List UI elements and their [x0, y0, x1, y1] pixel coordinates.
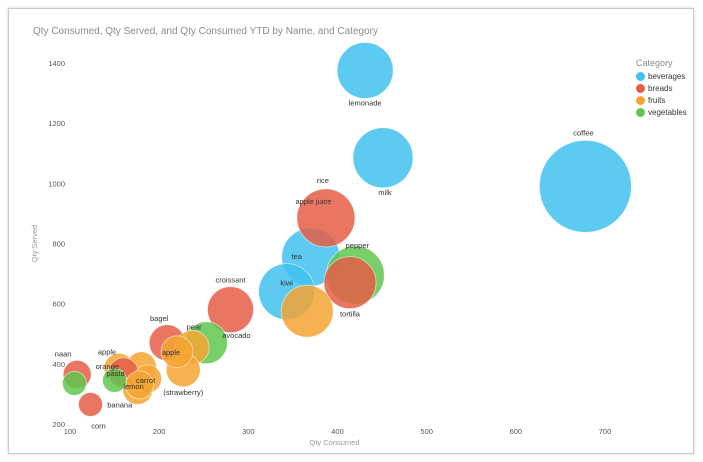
x-tick-label: 400 [331, 427, 344, 436]
data-label: pasta [106, 369, 125, 378]
data-label: croissant [215, 276, 246, 285]
data-label: lemonade [349, 99, 382, 108]
x-axis-title: Qty Consumed [309, 438, 359, 447]
x-tick-label: 200 [153, 427, 166, 436]
legend-label: fruits [648, 95, 666, 105]
data-label: apple juice [296, 197, 332, 206]
legend: Category beverages breads fruits vegetables [636, 58, 696, 118]
legend-swatch [636, 107, 645, 117]
x-tick-label: 600 [510, 427, 523, 436]
bubble-breads [207, 286, 254, 334]
y-axis-title: Qty Served [30, 225, 39, 263]
data-label: lemon [123, 382, 143, 391]
legend-item: fruits [636, 94, 696, 106]
x-tick-label: 100 [64, 427, 77, 436]
bubble-beverages [352, 127, 414, 189]
data-label: pear [187, 322, 203, 331]
bubble-breads [323, 256, 377, 310]
legend-label: breads [648, 83, 673, 93]
bubble-breads [78, 392, 103, 417]
data-label: orange [96, 362, 119, 371]
data-label: tea [292, 252, 303, 261]
bubbles [62, 42, 632, 417]
x-tick-label: 700 [599, 427, 612, 436]
data-label: tortilla [340, 310, 361, 319]
data-label: corn [91, 421, 106, 430]
y-tick-label: 1000 [48, 179, 65, 188]
data-label: bagel [150, 314, 169, 323]
y-tick-label: 1400 [48, 59, 65, 68]
data-label: rice [317, 176, 329, 185]
data-label: pepper [346, 241, 370, 250]
data-label: (strawberry) [163, 388, 204, 397]
data-label: coffee [573, 128, 593, 137]
legend-item: breads [636, 82, 696, 94]
bubble-beverages [538, 139, 632, 233]
data-label: milk [378, 188, 392, 197]
y-tick-label: 200 [52, 420, 65, 429]
x-tick-label: 500 [420, 427, 433, 436]
bubble-vegetables [62, 370, 87, 396]
y-tick-label: 1200 [48, 119, 65, 128]
legend-swatch [636, 83, 645, 93]
data-label: apple [162, 348, 180, 357]
legend-label: beverages [648, 71, 686, 81]
chart-title: Qty Consumed, Qty Served, and Qty Consum… [33, 26, 378, 37]
legend-title: Category [636, 58, 673, 68]
bubble-fruits [280, 284, 334, 338]
legend-item: beverages [636, 70, 696, 82]
data-label: kiwi [280, 279, 293, 288]
legend-swatch [636, 71, 645, 81]
legend-swatch [636, 95, 645, 105]
bubble-vegetables [102, 367, 127, 393]
y-tick-label: 400 [52, 360, 65, 369]
bubble-breads [296, 188, 356, 248]
y-tick-label: 600 [52, 300, 65, 309]
data-labels: coffee lemonade milk tea kiwi rice apple juice… [55, 99, 594, 431]
legend-item: vegetables [636, 106, 696, 118]
data-label: apple [98, 347, 116, 356]
legend-items: beverages breads fruits vegetables [636, 70, 696, 118]
data-label: carrot [136, 376, 156, 385]
bubble-beverages [336, 42, 394, 99]
legend-label: vegetables [648, 107, 687, 117]
bubble-fruits [160, 335, 194, 369]
x-tick-label: 300 [242, 427, 255, 436]
data-label: avocado [222, 331, 250, 340]
data-label: naan [55, 349, 72, 358]
axes: 100 200 300 400 500 600 7002004006008001000120… [30, 59, 611, 447]
data-label: banana [107, 400, 133, 409]
y-tick-label: 800 [52, 240, 65, 249]
